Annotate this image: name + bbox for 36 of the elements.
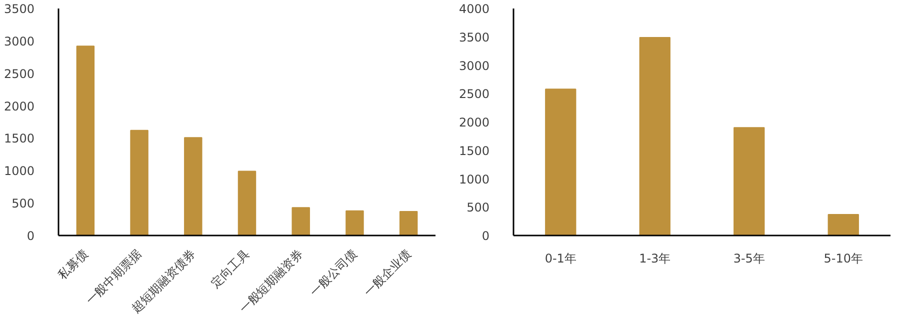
y-tick-label: 3000	[4, 34, 35, 48]
bar	[545, 88, 576, 236]
y-tick-label: 1500	[4, 132, 35, 146]
y-tick-label: 500	[12, 196, 34, 211]
x-tick-label: 一般公司债	[307, 246, 360, 299]
y-tick-label: 1500	[458, 144, 490, 158]
y-tick-label: 0	[26, 229, 35, 243]
bar	[828, 214, 859, 236]
y-tick-label: 2000	[458, 116, 490, 130]
bar	[639, 36, 670, 236]
bar	[184, 137, 202, 236]
bar	[238, 170, 256, 236]
y-tick-label: 3500	[4, 2, 35, 16]
y-tick-label: 2500	[458, 87, 490, 102]
x-tick-label: 定向工具	[208, 246, 252, 290]
y-tick-label: 1000	[4, 164, 35, 178]
y-tick-label: 0	[482, 229, 490, 243]
bar	[399, 211, 418, 236]
x-tick-label: 一般企业债	[361, 246, 414, 299]
y-tick-label: 4000	[458, 2, 490, 16]
x-tick-label: 1-3年	[639, 252, 671, 266]
y-tick-label: 500	[466, 200, 490, 215]
bar	[130, 130, 148, 236]
y-tick-label: 3000	[458, 58, 490, 73]
x-tick-label: 0-1年	[544, 252, 576, 266]
bar	[346, 210, 364, 236]
y-tick-label: 3500	[458, 30, 490, 44]
x-tick-label: 5-10年	[824, 252, 863, 266]
bar	[76, 46, 95, 236]
x-tick-label: 3-5年	[733, 252, 765, 266]
y-tick-label: 1000	[458, 172, 490, 186]
y-tick-label: 2000	[4, 99, 35, 114]
x-tick-label: 私募债	[55, 246, 90, 282]
y-tick-label: 2500	[4, 66, 35, 81]
bar	[734, 127, 765, 236]
bar	[292, 207, 310, 236]
